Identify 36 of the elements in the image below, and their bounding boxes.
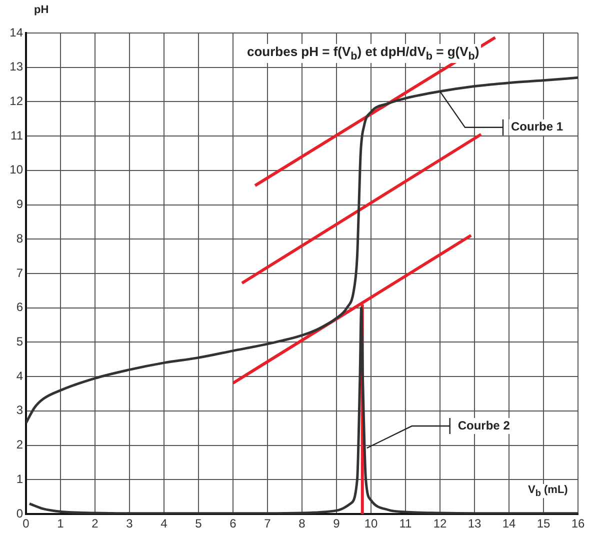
y-tick-label: 9: [16, 197, 24, 212]
y-tick-label: 5: [16, 334, 24, 349]
annotation: Courbe 2: [458, 418, 510, 432]
x-tick-label: 12: [433, 516, 447, 531]
x-tick-label: 5: [195, 516, 202, 531]
x-tick-label: 4: [160, 516, 168, 531]
y-tick-label: 13: [10, 60, 24, 74]
y-tick-label: 2: [16, 438, 24, 452]
y-tick-label: 0: [16, 506, 24, 520]
y-tick-label: 3: [16, 403, 24, 418]
y-tick-label: 10: [10, 162, 24, 177]
y-tick-label: 8: [16, 231, 24, 246]
x-tick-label: 7: [264, 516, 272, 531]
y-tick-label: 4: [16, 368, 24, 383]
x-tick-label: 15: [536, 516, 550, 531]
y-tick-label: 7: [16, 266, 24, 280]
y-tick-label: 6: [16, 300, 24, 314]
x-tick-label: 14: [502, 516, 516, 531]
y-axis-title: pH: [34, 4, 49, 16]
x-tick-label: 3: [126, 516, 134, 531]
x-tick-label: 11: [399, 516, 412, 531]
x-axis-title: V$_{b}$ (mL): [526, 484, 570, 498]
y-tick-label: 1: [16, 472, 24, 486]
text: courbes pH = f(V$_{b}$) et dpH/dV$_{b}$ = g(V$_{b}$): [245, 44, 482, 63]
x-tick-label: 1: [57, 516, 64, 531]
x-tick-label: 9: [333, 516, 340, 531]
x-tick-label: 6: [230, 516, 237, 531]
x-tick-label: 8: [298, 516, 306, 531]
annotation: Courbe 1: [511, 120, 564, 134]
y-tick-label: 14: [10, 25, 24, 40]
x-tick-label: 2: [92, 516, 99, 531]
y-tick-label: 12: [10, 94, 24, 108]
x-tick-label: 16: [571, 516, 585, 531]
x-tick-label: 13: [468, 516, 482, 531]
x-tick-label: 10: [364, 516, 378, 531]
y-tick-label: 11: [10, 128, 24, 142]
